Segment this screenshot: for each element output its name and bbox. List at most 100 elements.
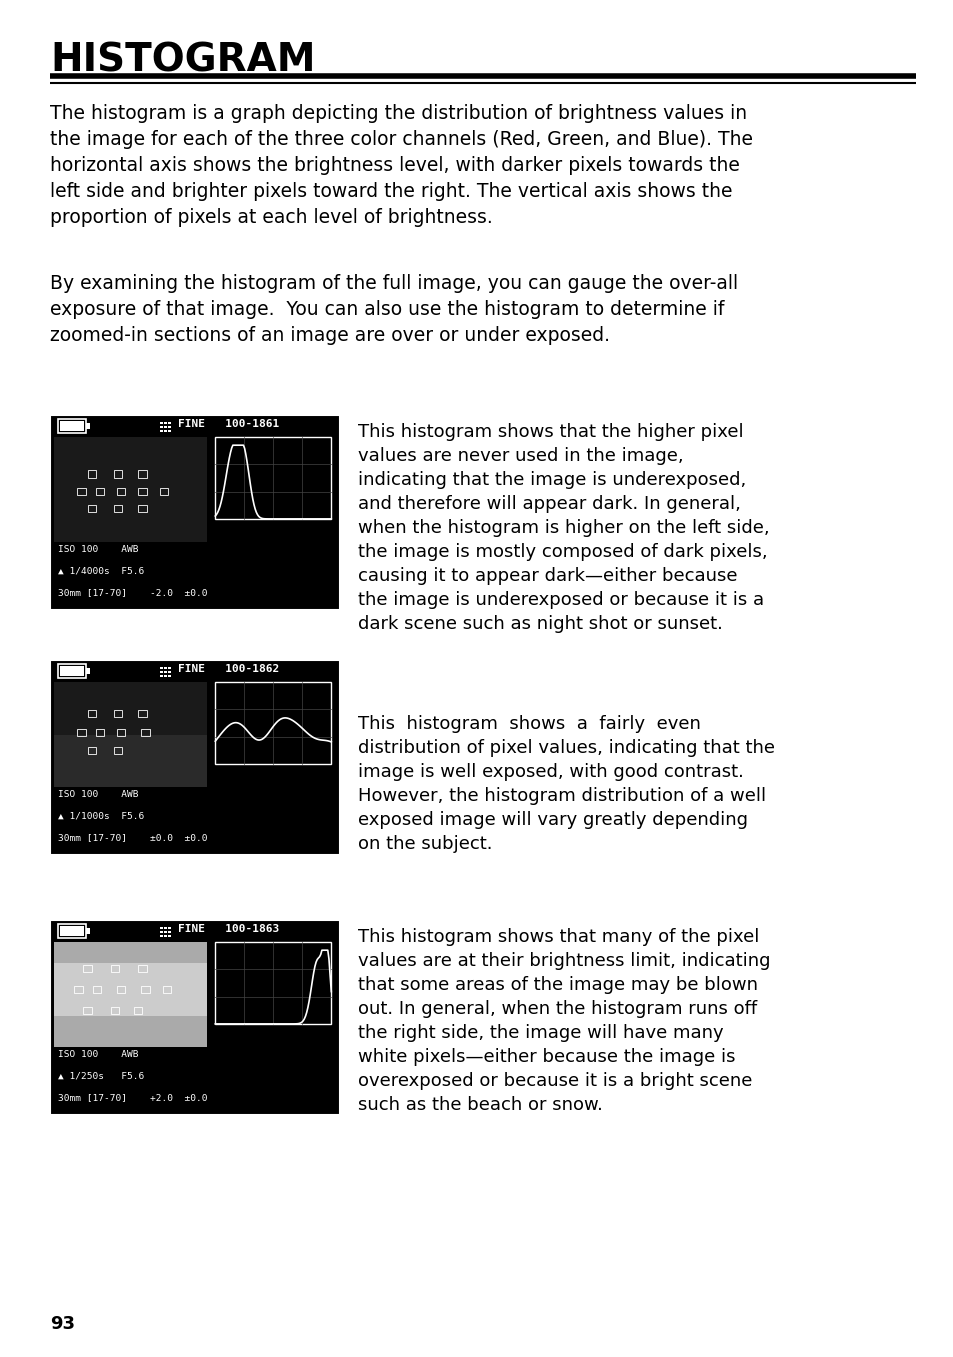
- Bar: [60, 925, 84, 936]
- Text: white pixels—either because the image is: white pixels—either because the image is: [357, 1048, 735, 1067]
- Bar: [50, 660, 339, 855]
- Bar: [50, 415, 339, 611]
- Text: the image for each of the three color channels (Red, Green, and Blue). The: the image for each of the three color ch…: [50, 130, 752, 149]
- Bar: [86, 423, 90, 429]
- Bar: [215, 683, 331, 764]
- Bar: [113, 470, 122, 478]
- Text: the image is mostly composed of dark pixels,: the image is mostly composed of dark pix…: [357, 543, 767, 560]
- Text: ISO 100    AWB: ISO 100 AWB: [58, 546, 138, 554]
- Bar: [50, 920, 339, 1115]
- Bar: [160, 931, 163, 934]
- Bar: [215, 437, 331, 518]
- Bar: [164, 935, 167, 936]
- Bar: [54, 963, 207, 1015]
- Text: This  histogram  shows  a  fairly  even: This histogram shows a fairly even: [357, 715, 700, 733]
- Bar: [163, 985, 171, 993]
- Text: ISO 100    AWB: ISO 100 AWB: [58, 790, 138, 799]
- Bar: [83, 965, 91, 972]
- Bar: [58, 664, 86, 678]
- Text: FINE   100-1861: FINE 100-1861: [177, 419, 278, 429]
- Bar: [168, 670, 171, 673]
- Bar: [58, 924, 86, 938]
- Bar: [138, 489, 147, 495]
- Text: exposure of that image.  You can also use the histogram to determine if: exposure of that image. You can also use…: [50, 300, 723, 319]
- Bar: [168, 666, 171, 669]
- Text: such as the beach or snow.: such as the beach or snow.: [357, 1096, 602, 1114]
- Text: values are at their brightness limit, indicating: values are at their brightness limit, in…: [357, 953, 770, 970]
- Bar: [138, 505, 147, 513]
- Bar: [111, 1007, 119, 1014]
- Text: FINE   100-1863: FINE 100-1863: [177, 924, 278, 934]
- Bar: [141, 729, 150, 737]
- Text: causing it to appear dark—either because: causing it to appear dark—either because: [357, 567, 737, 585]
- Text: and therefore will appear dark. In general,: and therefore will appear dark. In gener…: [357, 495, 740, 513]
- Bar: [74, 985, 83, 993]
- Text: FINE   100-1862: FINE 100-1862: [177, 664, 278, 674]
- Text: 374/451     2011/03/07 04:27:31 PM: 374/451 2011/03/07 04:27:31 PM: [58, 1136, 253, 1145]
- Bar: [164, 670, 167, 673]
- Text: ▲ 1/250s   F5.6: ▲ 1/250s F5.6: [58, 1072, 144, 1080]
- Bar: [111, 965, 119, 972]
- Bar: [164, 426, 167, 427]
- Bar: [113, 505, 122, 513]
- Bar: [168, 422, 171, 423]
- Bar: [164, 927, 167, 930]
- Bar: [95, 729, 104, 737]
- Bar: [160, 430, 163, 432]
- Text: that some areas of the image may be blown: that some areas of the image may be blow…: [357, 976, 758, 993]
- Bar: [88, 505, 96, 513]
- Text: +0.0  ±0.0  ±+0.0  STD.: +0.0 ±0.0 ±+0.0 STD.: [58, 1114, 190, 1124]
- Bar: [113, 746, 122, 754]
- Text: distribution of pixel values, indicating that the: distribution of pixel values, indicating…: [357, 740, 774, 757]
- Text: when the histogram is higher on the left side,: when the histogram is higher on the left…: [357, 518, 769, 537]
- Text: ▲ 1/1000s  F5.6: ▲ 1/1000s F5.6: [58, 811, 144, 821]
- Bar: [168, 430, 171, 432]
- Text: exposed image will vary greatly depending: exposed image will vary greatly dependin…: [357, 811, 747, 829]
- Text: +0.0  ±0.0  ±+0.0  STD.: +0.0 ±0.0 ±+0.0 STD.: [58, 855, 190, 863]
- Bar: [168, 931, 171, 934]
- Bar: [113, 710, 122, 718]
- Bar: [88, 710, 96, 718]
- Bar: [133, 1007, 142, 1014]
- Text: +0.0  ±0.0  ±+0.0  STD.: +0.0 ±0.0 ±+0.0 STD.: [58, 609, 190, 619]
- Text: image is well exposed, with good contrast.: image is well exposed, with good contras…: [357, 763, 743, 782]
- Bar: [58, 419, 86, 433]
- Bar: [77, 489, 86, 495]
- Bar: [92, 985, 101, 993]
- Text: The histogram is a graph depicting the distribution of brightness values in: The histogram is a graph depicting the d…: [50, 104, 746, 123]
- Bar: [117, 729, 125, 737]
- Text: left side and brighter pixels toward the right. The vertical axis shows the: left side and brighter pixels toward the…: [50, 182, 732, 201]
- Text: the right side, the image will have many: the right side, the image will have many: [357, 1025, 723, 1042]
- Text: ISO 100    AWB: ISO 100 AWB: [58, 1050, 138, 1060]
- Bar: [95, 489, 104, 495]
- Bar: [160, 666, 163, 669]
- Text: 30mm [17-70]    -2.0  ±0.0: 30mm [17-70] -2.0 ±0.0: [58, 588, 208, 597]
- Text: on the subject.: on the subject.: [357, 835, 492, 854]
- Bar: [159, 489, 168, 495]
- Bar: [88, 470, 96, 478]
- Bar: [168, 935, 171, 936]
- Bar: [86, 668, 90, 674]
- Bar: [138, 710, 147, 718]
- Bar: [160, 422, 163, 423]
- Bar: [77, 729, 86, 737]
- Text: This histogram shows that the higher pixel: This histogram shows that the higher pix…: [357, 423, 742, 441]
- Text: 30mm [17-70]    ±0.0  ±0.0: 30mm [17-70] ±0.0 ±0.0: [58, 833, 208, 843]
- Bar: [160, 927, 163, 930]
- Text: dark scene such as night shot or sunset.: dark scene such as night shot or sunset.: [357, 615, 722, 632]
- Bar: [138, 470, 147, 478]
- Bar: [117, 489, 125, 495]
- Text: By examining the histogram of the full image, you can gauge the over-all: By examining the histogram of the full i…: [50, 274, 738, 293]
- Bar: [54, 683, 207, 787]
- Bar: [138, 965, 147, 972]
- Bar: [54, 942, 207, 1048]
- Text: out. In general, when the histogram runs off: out. In general, when the histogram runs…: [357, 1000, 757, 1018]
- Bar: [215, 942, 331, 1025]
- Bar: [160, 426, 163, 427]
- Text: 372/451     2011/03/07 04:25:34 PM: 372/451 2011/03/07 04:25:34 PM: [58, 631, 253, 641]
- Text: 373/451     2011/03/07 04:26:40 PM: 373/451 2011/03/07 04:26:40 PM: [58, 877, 253, 885]
- Bar: [164, 666, 167, 669]
- Bar: [54, 683, 207, 734]
- Bar: [164, 422, 167, 423]
- Text: This histogram shows that many of the pixel: This histogram shows that many of the pi…: [357, 928, 759, 946]
